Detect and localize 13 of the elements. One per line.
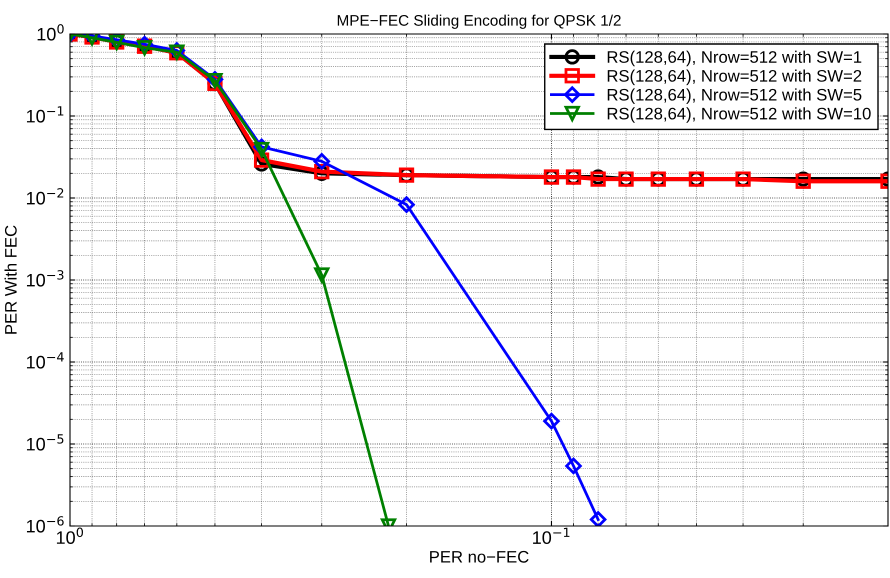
chart-title: MPE−FEC Sliding Encoding for QPSK 1/2 (338, 14, 621, 29)
y-tick-label: 10$^{−1}$ (26, 106, 64, 123)
y-tick-label: 10$^{−5}$ (26, 434, 64, 451)
legend-label: RS(128,64), Nrow=512 with SW=2 (608, 70, 862, 86)
legend-label: RS(128,64), Nrow=512 with SW=10 (608, 107, 871, 123)
legend-label: RS(128,64), Nrow=512 with SW=5 (608, 88, 862, 104)
legend-label: RS(128,64), Nrow=512 with SW=1 (608, 50, 862, 66)
y-tick-label: 10$^{0}$ (38, 24, 64, 41)
y-tick-label: 10$^{−2}$ (26, 188, 64, 205)
y-tick-label: 10$^{−4}$ (26, 352, 64, 369)
y-axis-title: PER With FEC (4, 226, 17, 334)
x-axis-title: PER no−FEC (430, 550, 529, 563)
y-tick-label: 10$^{−3}$ (26, 270, 64, 287)
